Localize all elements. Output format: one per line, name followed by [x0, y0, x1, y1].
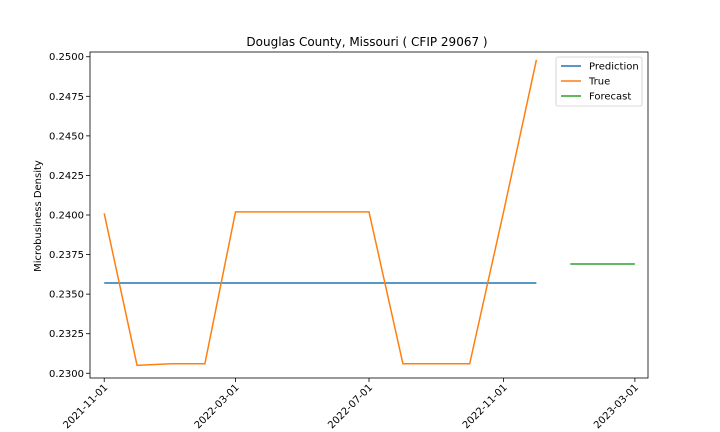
x-tick-label: 2022-11-01 [461, 382, 510, 431]
x-axis: 2021-11-01 2022-03-01 2022-07-01 2022-11-01… [61, 378, 641, 431]
y-tick-label: 0.2425 [49, 171, 84, 182]
legend-label: Prediction [589, 62, 639, 73]
y-axis: 0.2300 0.2325 0.2350 0.2375 0.2400 0.2425 0.24… [49, 52, 90, 380]
x-tick-label: 2022-07-01 [326, 382, 375, 431]
y-tick-label: 0.2325 [49, 329, 84, 340]
x-tick-label: 2023-03-01 [592, 382, 641, 431]
y-tick-label: 0.2500 [49, 52, 84, 63]
y-axis-label: Microbusiness Density [33, 160, 44, 272]
legend-box [555, 56, 643, 107]
y-tick-label: 0.2450 [49, 131, 84, 142]
y-tick-label: 0.2475 [49, 92, 84, 103]
chart-title: Douglas County, Missouri ( CFIP 29067 ) [246, 35, 487, 49]
legend-label: Forecast [589, 92, 631, 103]
y-tick-label: 0.2375 [49, 250, 84, 261]
legend-label: True [588, 77, 610, 88]
y-tick-label: 0.2300 [49, 369, 84, 380]
series-lines [103, 59, 635, 367]
y-tick-label: 0.2400 [49, 211, 84, 222]
legend: Prediction True Forecast [555, 56, 643, 107]
series-line-true [103, 59, 538, 367]
y-tick-label: 0.2350 [49, 290, 84, 301]
x-tick-label: 2021-11-01 [61, 382, 110, 431]
x-tick-label: 2022-03-01 [193, 382, 242, 431]
